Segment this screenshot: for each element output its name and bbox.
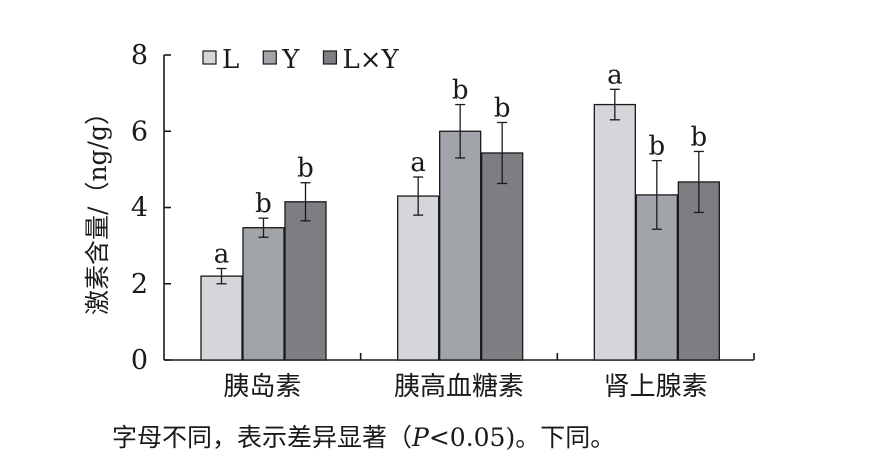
significance-label: b (649, 132, 666, 162)
y-tick-label: 0 (131, 345, 148, 376)
y-tick-label: 8 (131, 40, 148, 71)
bar (284, 201, 327, 361)
significance-label: a (607, 60, 623, 90)
significance-label: a (214, 240, 230, 270)
x-category-label: 胰高血糖素 (394, 372, 524, 402)
footnote: 字母不同，表示差异显著（P<0.05)。下同。 (112, 418, 615, 454)
legend-swatch (262, 50, 277, 65)
x-category-label: 肾上腺素 (604, 372, 708, 402)
bar (200, 275, 243, 361)
significance-label: b (255, 189, 272, 219)
legend-label: Y (281, 45, 300, 75)
bar (397, 195, 440, 361)
footnote-before: 字母不同，表示差异显著（ (112, 423, 413, 452)
legend-swatch (202, 50, 217, 65)
significance-label: b (297, 154, 314, 184)
legend-label: L (222, 45, 239, 75)
bar (242, 227, 285, 361)
significance-label: a (410, 148, 426, 178)
bar (439, 130, 482, 361)
bar (593, 103, 636, 361)
x-category-label: 胰岛素 (223, 372, 301, 402)
footnote-after: <0.05)。下同。 (428, 423, 616, 452)
significance-label: b (452, 76, 469, 106)
significance-label: b (494, 93, 511, 123)
legend-label: L×Y (342, 45, 399, 75)
footnote-p-symbol: P (412, 423, 429, 452)
y-axis-label: 激素含量/（ng/g） (83, 100, 112, 315)
y-tick-label: 6 (131, 116, 148, 147)
y-tick-label: 4 (131, 193, 148, 224)
y-tick-label: 2 (131, 269, 148, 300)
legend-swatch (322, 50, 338, 65)
significance-label: b (691, 122, 708, 152)
